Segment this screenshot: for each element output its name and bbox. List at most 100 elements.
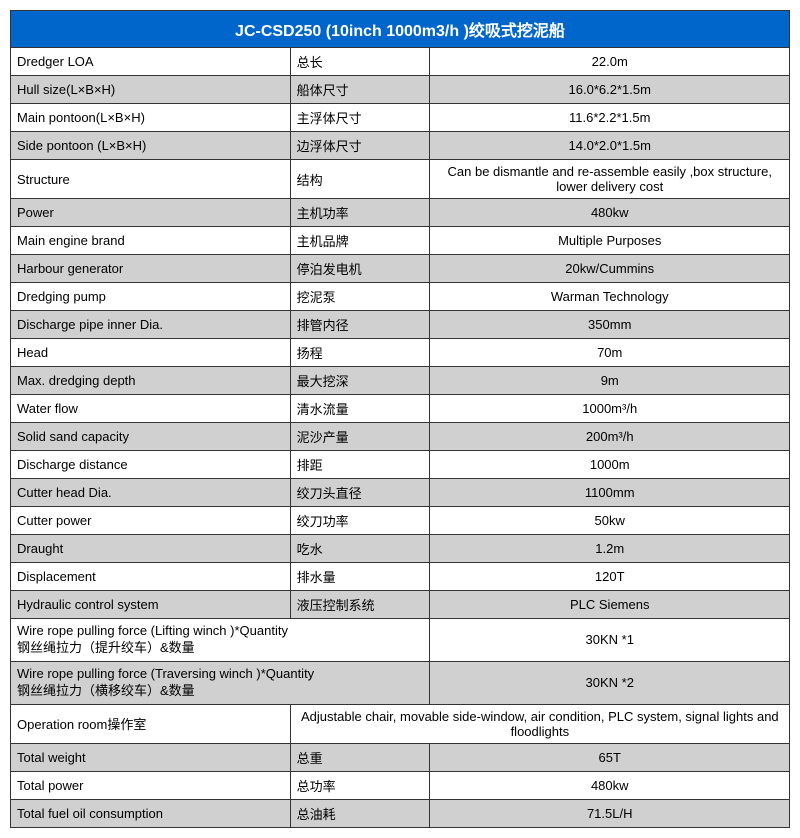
label-cn: 绞刀功率 (290, 507, 430, 535)
value: Adjustable chair, movable side-window, a… (290, 704, 789, 743)
value: 1100mm (430, 479, 790, 507)
table-row: Displacement排水量120T (11, 563, 790, 591)
value: 16.0*6.2*1.5m (430, 76, 790, 104)
label-en: Total power (11, 771, 291, 799)
value: 50kw (430, 507, 790, 535)
table-row: Wire rope pulling force (Traversing winc… (11, 661, 790, 704)
table-row: Side pontoon (L×B×H)边浮体尺寸14.0*2.0*1.5m (11, 132, 790, 160)
table-row: Discharge distance排距1000m (11, 451, 790, 479)
table-row: Total weight总重65T (11, 743, 790, 771)
label-en: Draught (11, 535, 291, 563)
wire-label: Wire rope pulling force (Traversing winc… (11, 661, 430, 704)
label-en: Solid sand capacity (11, 423, 291, 451)
label-en: Side pontoon (L×B×H) (11, 132, 291, 160)
label-cn: 主浮体尺寸 (290, 104, 430, 132)
value: 20kw/Cummins (430, 255, 790, 283)
label-en: Harbour generator (11, 255, 291, 283)
label-en: Dredging pump (11, 283, 291, 311)
value: 1000m³/h (430, 395, 790, 423)
value: 1000m (430, 451, 790, 479)
label-en: Discharge pipe inner Dia. (11, 311, 291, 339)
table-title: JC-CSD250 (10inch 1000m3/h )绞吸式挖泥船 (11, 11, 790, 48)
label-en: Cutter head Dia. (11, 479, 291, 507)
label-cn: 总重 (290, 743, 430, 771)
title-row: JC-CSD250 (10inch 1000m3/h )绞吸式挖泥船 (11, 11, 790, 48)
table-row: Dredging pump挖泥泵Warman Technology (11, 283, 790, 311)
label-en: Water flow (11, 395, 291, 423)
label-cn: 边浮体尺寸 (290, 132, 430, 160)
value: 480kw (430, 199, 790, 227)
label-en: Hull size(L×B×H) (11, 76, 291, 104)
label-en: Cutter power (11, 507, 291, 535)
label-cn: 停泊发电机 (290, 255, 430, 283)
label-en: Main engine brand (11, 227, 291, 255)
label-cn: 液压控制系统 (290, 591, 430, 619)
label-en: Power (11, 199, 291, 227)
table-row: Structure结构Can be dismantle and re-assem… (11, 160, 790, 199)
wire-label: Wire rope pulling force (Lifting winch )… (11, 619, 430, 662)
value: 30KN *1 (430, 619, 790, 662)
value: 65T (430, 743, 790, 771)
operation-label: Operation room操作室 (11, 704, 291, 743)
table-row: Solid sand capacity泥沙产量200m³/h (11, 423, 790, 451)
value: 71.5L/H (430, 799, 790, 827)
label-en: Dredger LOA (11, 48, 291, 76)
value: 30KN *2 (430, 661, 790, 704)
label-cn: 扬程 (290, 339, 430, 367)
table-row: Operation room操作室Adjustable chair, movab… (11, 704, 790, 743)
value: 120T (430, 563, 790, 591)
table-row: Main pontoon(L×B×H)主浮体尺寸11.6*2.2*1.5m (11, 104, 790, 132)
value: 350mm (430, 311, 790, 339)
label-cn: 最大挖深 (290, 367, 430, 395)
label-cn: 泥沙产量 (290, 423, 430, 451)
label-cn: 排水量 (290, 563, 430, 591)
label-en: Hydraulic control system (11, 591, 291, 619)
table-row: Draught吃水1.2m (11, 535, 790, 563)
table-row: Power主机功率480kw (11, 199, 790, 227)
table-row: Wire rope pulling force (Lifting winch )… (11, 619, 790, 662)
value: 70m (430, 339, 790, 367)
value: 22.0m (430, 48, 790, 76)
label-cn: 结构 (290, 160, 430, 199)
value: PLC Siemens (430, 591, 790, 619)
label-en: Main pontoon(L×B×H) (11, 104, 291, 132)
table-row: Hydraulic control system液压控制系统PLC Siemen… (11, 591, 790, 619)
table-row: Cutter head Dia.绞刀头直径1100mm (11, 479, 790, 507)
value: Multiple Purposes (430, 227, 790, 255)
label-cn: 排管内径 (290, 311, 430, 339)
spec-table: JC-CSD250 (10inch 1000m3/h )绞吸式挖泥船 Dredg… (10, 10, 790, 828)
label-cn: 吃水 (290, 535, 430, 563)
value: Warman Technology (430, 283, 790, 311)
value: 200m³/h (430, 423, 790, 451)
table-row: Hull size(L×B×H)船体尺寸16.0*6.2*1.5m (11, 76, 790, 104)
value: 480kw (430, 771, 790, 799)
label-en: Total fuel oil consumption (11, 799, 291, 827)
value: 1.2m (430, 535, 790, 563)
label-cn: 总长 (290, 48, 430, 76)
value: 9m (430, 367, 790, 395)
table-row: Dredger LOA总长22.0m (11, 48, 790, 76)
label-cn: 排距 (290, 451, 430, 479)
table-row: Head扬程70m (11, 339, 790, 367)
table-row: Cutter power绞刀功率50kw (11, 507, 790, 535)
value: Can be dismantle and re-assemble easily … (430, 160, 790, 199)
label-cn: 主机功率 (290, 199, 430, 227)
label-cn: 总油耗 (290, 799, 430, 827)
table-row: Total fuel oil consumption总油耗71.5L/H (11, 799, 790, 827)
table-row: Max. dredging depth最大挖深9m (11, 367, 790, 395)
table-row: Discharge pipe inner Dia.排管内径350mm (11, 311, 790, 339)
label-cn: 挖泥泵 (290, 283, 430, 311)
label-cn: 船体尺寸 (290, 76, 430, 104)
label-cn: 主机品牌 (290, 227, 430, 255)
table-row: Total power总功率480kw (11, 771, 790, 799)
table-row: Main engine brand主机品牌Multiple Purposes (11, 227, 790, 255)
label-en: Displacement (11, 563, 291, 591)
label-cn: 绞刀头直径 (290, 479, 430, 507)
label-en: Discharge distance (11, 451, 291, 479)
table-row: Water flow清水流量1000m³/h (11, 395, 790, 423)
label-cn: 清水流量 (290, 395, 430, 423)
label-en: Max. dredging depth (11, 367, 291, 395)
label-en: Total weight (11, 743, 291, 771)
table-row: Harbour generator停泊发电机20kw/Cummins (11, 255, 790, 283)
label-cn: 总功率 (290, 771, 430, 799)
